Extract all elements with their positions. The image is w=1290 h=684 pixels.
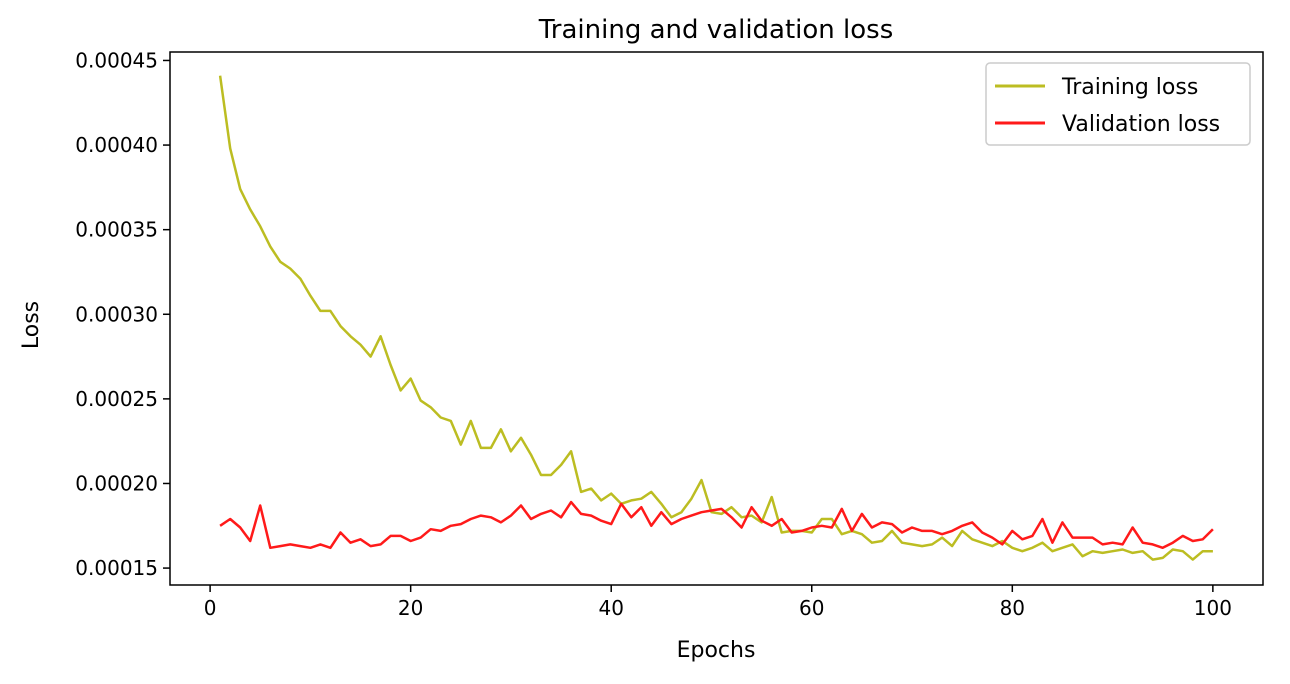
plot-area (169, 51, 1264, 586)
x-tick-label: 0 (204, 596, 217, 620)
y-tick-label: 0.00035 (75, 218, 158, 242)
x-tick-label: 80 (1000, 596, 1025, 620)
y-tick-label: 0.00030 (75, 302, 158, 326)
legend: Training loss Validation loss (985, 62, 1251, 146)
y-tick-label: 0.00015 (75, 556, 158, 580)
series-lines (218, 75, 1214, 561)
y-tick-label: 0.00020 (75, 471, 158, 495)
y-tick-label: 0.00025 (75, 387, 158, 411)
legend-box (985, 62, 1251, 146)
y-tick-label: 0.00040 (75, 133, 158, 157)
training-loss-line (218, 75, 1213, 561)
y-tick-label: 0.00045 (75, 48, 158, 72)
validation-loss-line (219, 500, 1214, 550)
axis-ticks: 0 20 40 60 80 100 0.00015 0.00020 0.00025 0.00030… (75, 48, 1232, 620)
x-tick-label: 60 (799, 596, 824, 620)
x-axis-label: Epochs (677, 638, 756, 663)
y-axis-label: Loss (19, 301, 44, 349)
legend-label-validation: Validation loss (1062, 112, 1220, 137)
x-tick-label: 40 (598, 596, 623, 620)
x-tick-label: 20 (398, 596, 423, 620)
legend-label-training: Training loss (1061, 75, 1198, 100)
x-tick-label: 100 (1194, 596, 1232, 620)
chart-title: Training and validation loss (538, 15, 894, 45)
